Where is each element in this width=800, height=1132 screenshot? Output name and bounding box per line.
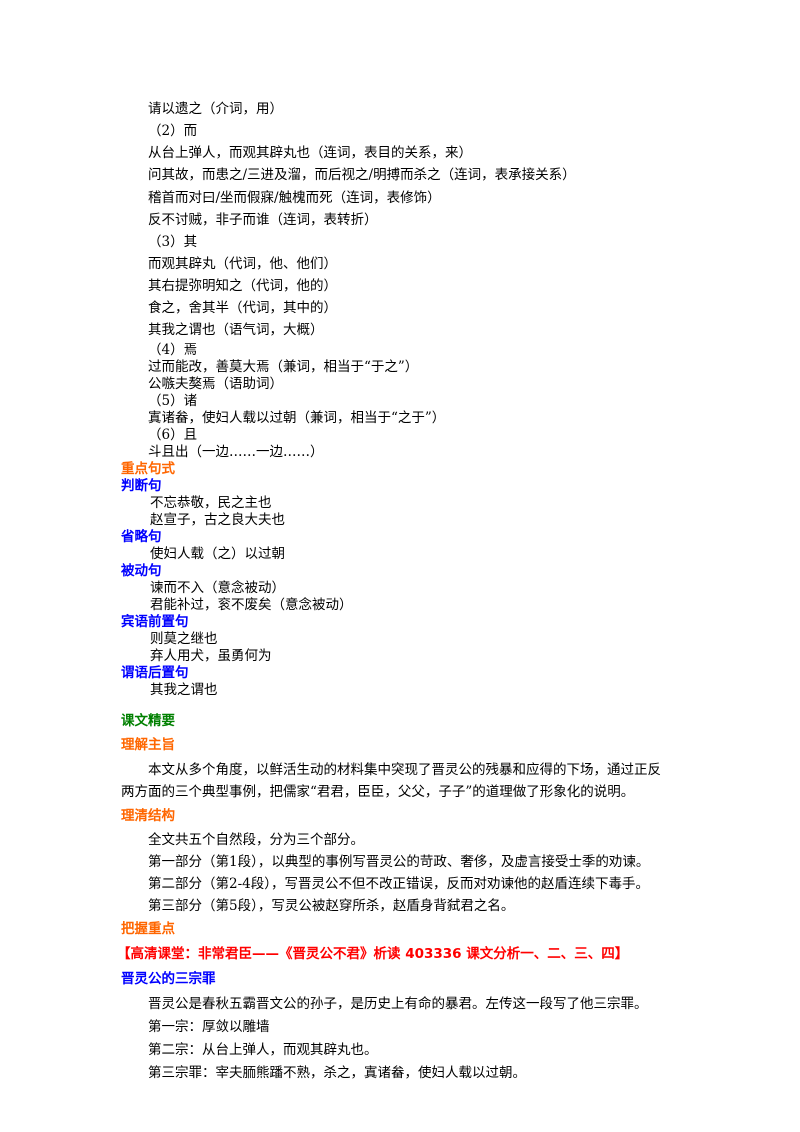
subheading-panduan: 判断句 [121,478,162,494]
subheading-theme: 理解主旨 [121,737,175,753]
text-line: 而观其辟丸（代词，他、他们） [148,256,337,272]
text-line: 其我之谓也（语气词，大概） [148,322,324,338]
subheading-binyu: 宾语前置句 [121,614,189,630]
text-line: （6）且 [148,427,198,443]
text-line: （3）其 [148,234,198,250]
text-line: 寘诸畚，使妇人载以过朝（兼词，相当于“之于”） [148,410,446,426]
section-heading-essence: 课文精要 [121,713,175,729]
text-line: 稽首而对曰/坐而假寐/触槐而死（连词，表修饰） [148,190,441,206]
example-line: 弃人用犬，虽勇何为 [150,648,272,664]
subheading-shenglue: 省略句 [121,529,162,545]
text-line: 从台上弹人，而观其辟丸也（连词，表目的关系，来） [148,145,472,161]
example-line: 则莫之继也 [150,631,218,647]
example-line: 不忘恭敬，民之主也 [150,495,272,511]
example-line: 其我之谓也 [150,682,218,698]
subheading-three-crimes: 晋灵公的三宗罪 [121,971,216,987]
subheading-structure: 理清结构 [121,808,175,824]
text-line: 过而能改，善莫大焉（兼词，相当于“于之”） [148,359,419,375]
paragraph-line: 第三部分（第5段），写灵公被赵穿所杀，赵盾身背弑君之名。 [148,898,515,914]
paragraph-line: 第一宗：厚敛以雕墙 [148,1019,270,1035]
text-line: 斗且出（一边……一边……） [148,444,324,460]
section-heading-sentence-patterns: 重点句式 [121,461,175,477]
paragraph-line: 第二宗：从台上弹人，而观其辟丸也。 [148,1042,378,1058]
example-line: 谏而不入（意念被动） [150,580,285,596]
paragraph-line: 本文从多个角度，以鲜活生动的材料集中突现了晋灵公的残暴和应得的下场，通过正反 [148,762,661,778]
text-line: （2）而 [148,123,198,139]
example-line: 使妇人载（之）以过朝 [150,546,285,562]
text-line: 反不讨贼，非子而谁（连词，表转折） [148,212,378,228]
text-line: 公嗾夫獒焉（语助词） [148,376,283,392]
paragraph-line: 第二部分（第2-4段），写晋灵公不但不改正错误，反而对劝谏他的赵盾连续下毒手。 [148,876,649,892]
text-line: 请以遗之（介词，用） [148,101,283,117]
subheading-beidong: 被动句 [121,563,162,579]
text-line: 其右提弥明知之（代词，他的） [148,278,337,294]
lecture-banner: 【高清课堂：非常君臣——《晋灵公不君》析读 403336 课文分析一、二、三、四… [117,946,629,962]
text-line: （5）诸 [148,393,198,409]
paragraph-line: 晋灵公是春秋五霸晋文公的孙子，是历史上有命的暴君。左传这一段写了他三宗罪。 [148,996,648,1012]
text-line: 食之，舍其半（代词，其中的） [148,300,337,316]
paragraph-line: 全文共五个自然段，分为三个部分。 [148,832,364,848]
paragraph-line: 两方面的三个典型事例，把儒家“君君，臣臣，父父，子子”的道理做了形象化的说明。 [121,784,635,800]
example-line: 赵宣子，古之良大夫也 [150,512,285,528]
subheading-weiyu: 谓语后置句 [121,665,189,681]
example-line: 君能补过，衮不废矣（意念被动） [150,597,353,613]
text-line: （4）焉 [148,342,198,358]
paragraph-line: 第三宗罪：宰夫胹熊蹯不熟，杀之，寘诸畚，使妇人载以过朝。 [148,1065,526,1081]
paragraph-line: 第一部分（第1段），以典型的事例写晋灵公的苛政、奢侈，及虚言接受士季的劝谏。 [148,854,650,870]
subheading-key-points: 把握重点 [121,921,175,937]
text-line: 问其故，而患之/三进及溜，而后视之/明搏而杀之（连词，表承接关系） [148,167,576,183]
